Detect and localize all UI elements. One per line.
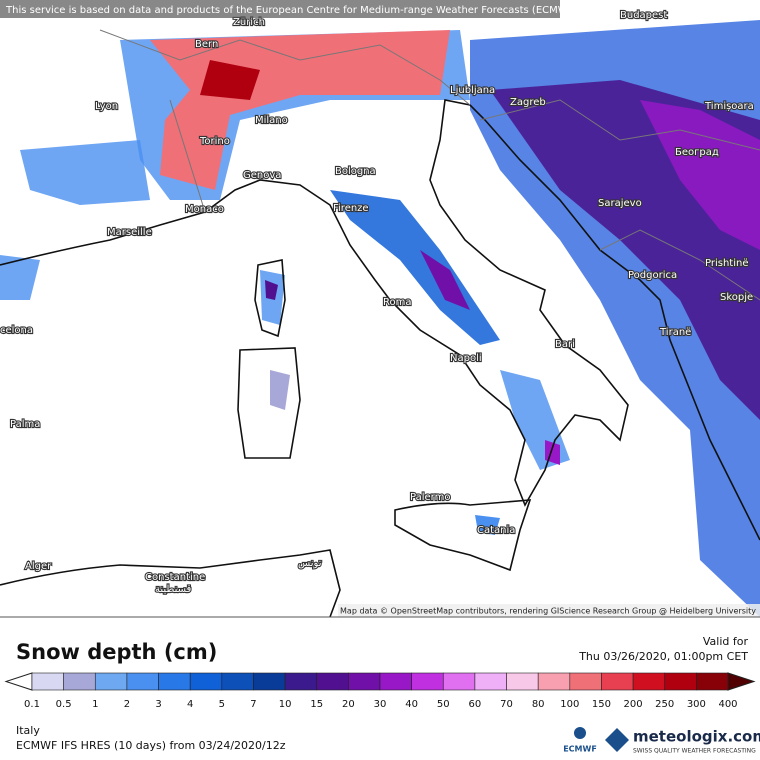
city-label: Timișoara	[704, 101, 754, 112]
legend-title: Snow depth (cm)	[16, 640, 217, 664]
colorbar-tick-label: 15	[310, 699, 323, 710]
city-label: Sarajevo	[598, 198, 642, 209]
colorbar-tick-label: 60	[469, 699, 482, 710]
city-label: Београд	[675, 147, 719, 158]
colorbar: 0.1 0.5 1 2 3 4 5 7 10 15 20 30 40 50 60 70 80 100 150 200 2…	[4, 672, 756, 710]
valid-time: Thu 03/26/2020, 01:00pm CET	[578, 650, 748, 663]
region: Italy	[16, 724, 40, 737]
model-info: ECMWF IFS HRES (10 days) from 03/24/2020…	[16, 739, 286, 752]
city-label: Podgorica	[628, 270, 677, 281]
colorbar-tick-label: 5	[219, 699, 225, 710]
city-label: Torino	[199, 136, 230, 147]
city-label: تونس	[298, 558, 322, 569]
notice-bar	[0, 0, 560, 18]
borders	[99, 29, 760, 301]
colorbar-tick-label: 4	[187, 699, 193, 710]
colorbar-segment	[411, 672, 444, 691]
attribution: Map data © OpenStreetMap contributors, r…	[340, 607, 756, 616]
colorbar-segment	[664, 672, 697, 691]
notice: This service is based on data and produc…	[5, 5, 577, 16]
colorbar-tick-label: 20	[342, 699, 355, 710]
colorbar-tick-label: 0.5	[56, 699, 72, 710]
colorbar-tick-label: 400	[718, 699, 737, 710]
city-label: Roma	[383, 297, 412, 308]
colorbar-tick-label: 70	[500, 699, 513, 710]
city-label: Bern	[195, 39, 218, 50]
colorbar-tick-label: 50	[437, 699, 450, 710]
colorbar-segment	[569, 672, 602, 691]
city-label: Genova	[243, 170, 281, 181]
colorbar-segment	[221, 672, 254, 691]
meteologix-icon	[605, 728, 629, 752]
city-label: Skopje	[720, 292, 753, 303]
colorbar-tick-label: 200	[624, 699, 643, 710]
valid-label: Valid for	[703, 635, 749, 648]
colorbar-segment	[94, 672, 128, 691]
ecmwf-logo: ECMWF	[563, 745, 597, 754]
colorbar-segment	[601, 672, 634, 691]
colorbar-segment	[189, 672, 223, 691]
colorbar-tick-label: 40	[405, 699, 418, 710]
colorbar-segment	[158, 672, 191, 691]
colorbar-segment	[63, 672, 96, 691]
colorbar-segment	[126, 672, 159, 691]
city-label: Palma	[10, 419, 40, 430]
city-label: Milano	[255, 115, 288, 126]
city-label: Monaco	[185, 204, 224, 215]
city-label: قسنطينة	[155, 584, 192, 595]
coastlines	[0, 99, 760, 618]
colorbar-tick-label: 10	[279, 699, 292, 710]
colorbar-tick-label: 300	[687, 699, 706, 710]
attribution-bar	[338, 604, 760, 617]
colorbar-tick-label: 1	[92, 699, 98, 710]
city-label: Napoli	[450, 353, 482, 364]
colorbar-segment	[442, 672, 476, 691]
tagline: SWISS QUALITY WEATHER FORECASTING	[633, 748, 756, 755]
colorbar-segment	[31, 672, 64, 691]
colorbar-segment	[632, 672, 666, 691]
colorbar-segment	[696, 672, 729, 691]
colorbar-tick-label: 2	[124, 699, 130, 710]
brand: meteologix.com	[633, 728, 760, 746]
colorbar-segment	[506, 672, 539, 691]
colorbar-arrow-high	[727, 672, 756, 691]
colorbar-tick-label: 100	[560, 699, 579, 710]
colorbar-tick-label: 250	[655, 699, 674, 710]
city-label: Prishtinë	[705, 258, 748, 269]
city-label: Bari	[555, 339, 575, 350]
colorbar-tick-label: 80	[532, 699, 545, 710]
colorbar-segment	[253, 672, 286, 691]
city-label: Constantine	[145, 572, 205, 583]
colorbar-segment	[284, 672, 318, 691]
city-label: celona	[0, 325, 33, 336]
colorbar-tick-label: 7	[250, 699, 256, 710]
city-label: Zagreb	[510, 97, 546, 108]
city-label: Firenze	[333, 203, 369, 214]
city-label: Zürich	[233, 17, 265, 28]
city-label: Budapest	[620, 10, 667, 21]
city-label: Ljubljana	[450, 85, 495, 96]
colorbar-tick-label: 3	[155, 699, 161, 710]
city-label: Lyon	[95, 101, 118, 112]
city-label: Catania	[477, 525, 515, 536]
colorbar-arrow-low	[4, 672, 33, 691]
city-label: Palermo	[410, 492, 450, 503]
colorbar-segment	[348, 672, 381, 691]
colorbar-segment	[379, 672, 412, 691]
ecmwf-icon	[574, 727, 586, 739]
colorbar-tick-label: 0.1	[24, 699, 40, 710]
city-label: Tiranë	[659, 327, 691, 338]
colorbar-tick-label: 30	[374, 699, 387, 710]
city-label: Bologna	[335, 166, 376, 177]
colorbar-segment	[474, 672, 507, 691]
colorbar-tick-label: 150	[592, 699, 611, 710]
city-label: Marseille	[107, 227, 152, 238]
city-label: Alger	[25, 561, 52, 572]
colorbar-segment	[537, 672, 571, 691]
colorbar-segment	[316, 672, 349, 691]
city-labels: Bern Zürich Budapest Lyon Milano Torino …	[0, 9, 755, 596]
